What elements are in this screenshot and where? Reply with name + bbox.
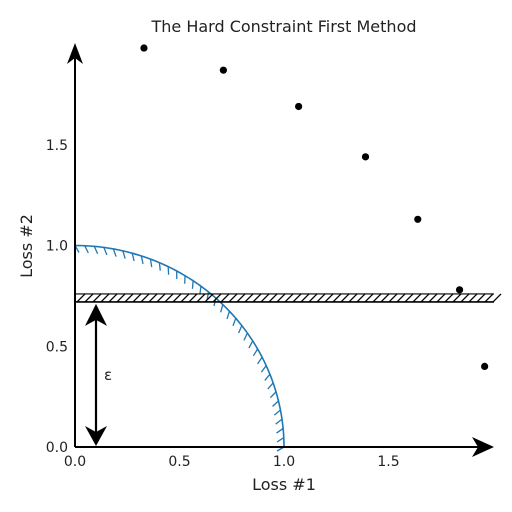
tick-labels: 0.0 0.5 1.0 1.5 0.0 0.5 1.0 1.5 — [46, 138, 400, 470]
feasible-region-hatching — [74, 245, 285, 452]
epsilon-arrowhead-top — [85, 303, 107, 326]
data-point — [455, 286, 464, 294]
data-point — [414, 215, 422, 223]
epsilon-arrowhead-bottom — [85, 426, 107, 446]
data-point — [140, 44, 148, 52]
x-tick-label: 1.0 — [273, 454, 295, 470]
y-tick-label: 1.5 — [46, 138, 68, 154]
x-tick-label: 1.5 — [377, 454, 399, 470]
x-tick-label: 0.5 — [168, 454, 190, 470]
feasible-region — [74, 244, 285, 452]
constraint-line — [75, 293, 502, 303]
feasible-region-boundary — [74, 244, 285, 448]
data-point — [361, 153, 370, 161]
data-point — [481, 362, 489, 370]
epsilon-label: ε — [104, 366, 112, 384]
data-point — [219, 66, 227, 74]
y-axis-arrowhead — [67, 43, 83, 64]
x-axis-arrowhead — [472, 437, 494, 457]
y-tick-label: 0.5 — [46, 339, 68, 355]
chart-title: The Hard Constraint First Method — [150, 17, 416, 36]
y-tick-label: 1.0 — [46, 239, 68, 255]
epsilon-arrow: ε — [85, 303, 112, 446]
x-axis-label: Loss #1 — [252, 475, 316, 494]
constraint-hatching — [76, 293, 502, 303]
y-tick-label: 0.0 — [46, 440, 68, 456]
data-points — [140, 44, 489, 370]
data-point — [295, 102, 303, 111]
x-tick-label: 0.0 — [64, 454, 86, 470]
axes — [67, 43, 494, 457]
y-axis-label: Loss #2 — [17, 214, 36, 278]
